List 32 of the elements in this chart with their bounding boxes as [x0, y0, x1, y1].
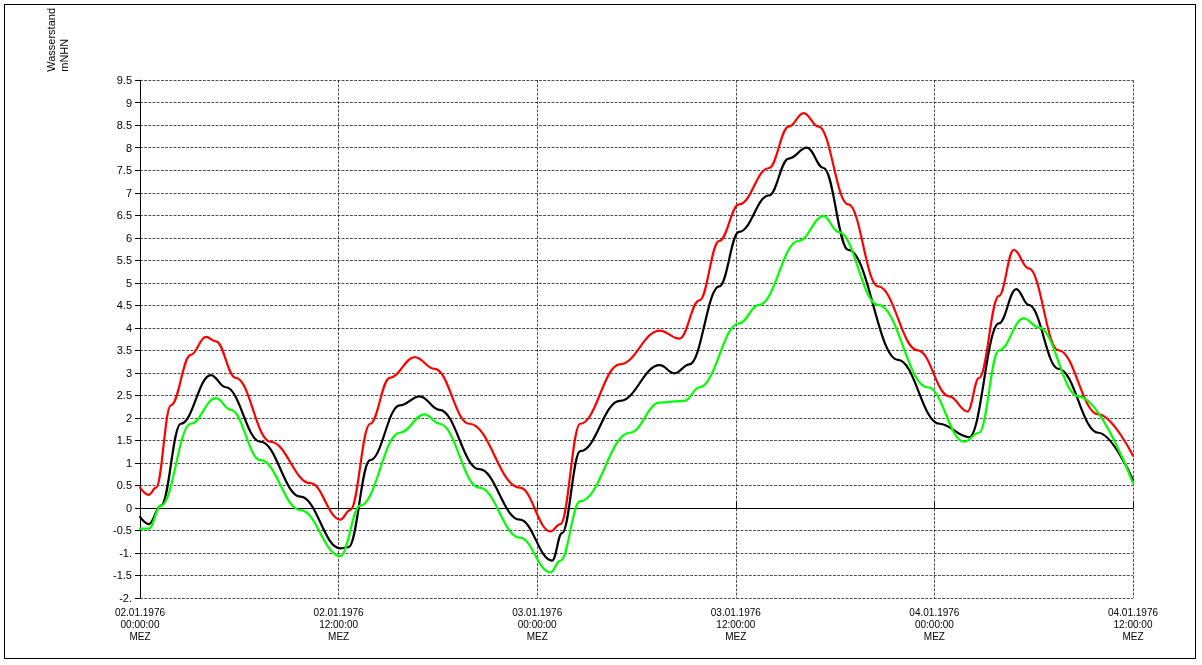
y-tick-label: 6 [125, 231, 132, 244]
x-tick-label: 02.01.1976 00:00:00 MEZ [114, 606, 166, 642]
y-tick-label: 1.5 [116, 434, 132, 447]
y-tick-label: -1.5 [113, 569, 132, 582]
y-tick-label: 6.5 [116, 209, 132, 222]
y-tick-label: 5 [125, 276, 132, 289]
x-tick-label: 03.01.1976 00:00:00 MEZ [512, 606, 563, 642]
y-tick-label: 9.5 [116, 74, 132, 87]
y-tick-label: 5.5 [116, 254, 132, 267]
y-tick-label: 0.5 [116, 479, 132, 492]
y-tick-label: 0 [125, 501, 132, 514]
y-tick-label: 7.5 [116, 164, 132, 177]
y-tick-label: 8 [125, 141, 132, 154]
x-tick-label: 03.01.1976 12:00:00 MEZ [710, 606, 762, 642]
y-tick-label: -1. [119, 546, 132, 559]
y-tick-label: 7 [125, 186, 132, 199]
y-tick-label: 8.5 [116, 119, 132, 132]
y-tick-label: 2.5 [116, 389, 132, 402]
y-tick-label: -0.5 [113, 524, 132, 537]
y-tick-label: 1 [125, 456, 132, 469]
x-tick-label: 04.01.1976 00:00:00 MEZ [909, 606, 960, 642]
y-tick-label: 3 [125, 366, 132, 379]
y-tick-label: 4.5 [116, 299, 132, 312]
y-tick-label: 9 [125, 96, 132, 109]
line-series [138, 215, 1135, 574]
y-tick-label: 2 [125, 411, 132, 424]
x-tick-label: 04.01.1976 12:00:00 MEZ [1107, 606, 1159, 642]
y-tick-label: 3.5 [116, 344, 132, 357]
x-tick-label: 02.01.1976 12:00:00 MEZ [313, 606, 365, 642]
y-axis-title: Wasserstand mNHN [44, 7, 70, 72]
y-tick-label: -2. [119, 592, 132, 604]
y-tick-label: 4 [125, 321, 132, 334]
